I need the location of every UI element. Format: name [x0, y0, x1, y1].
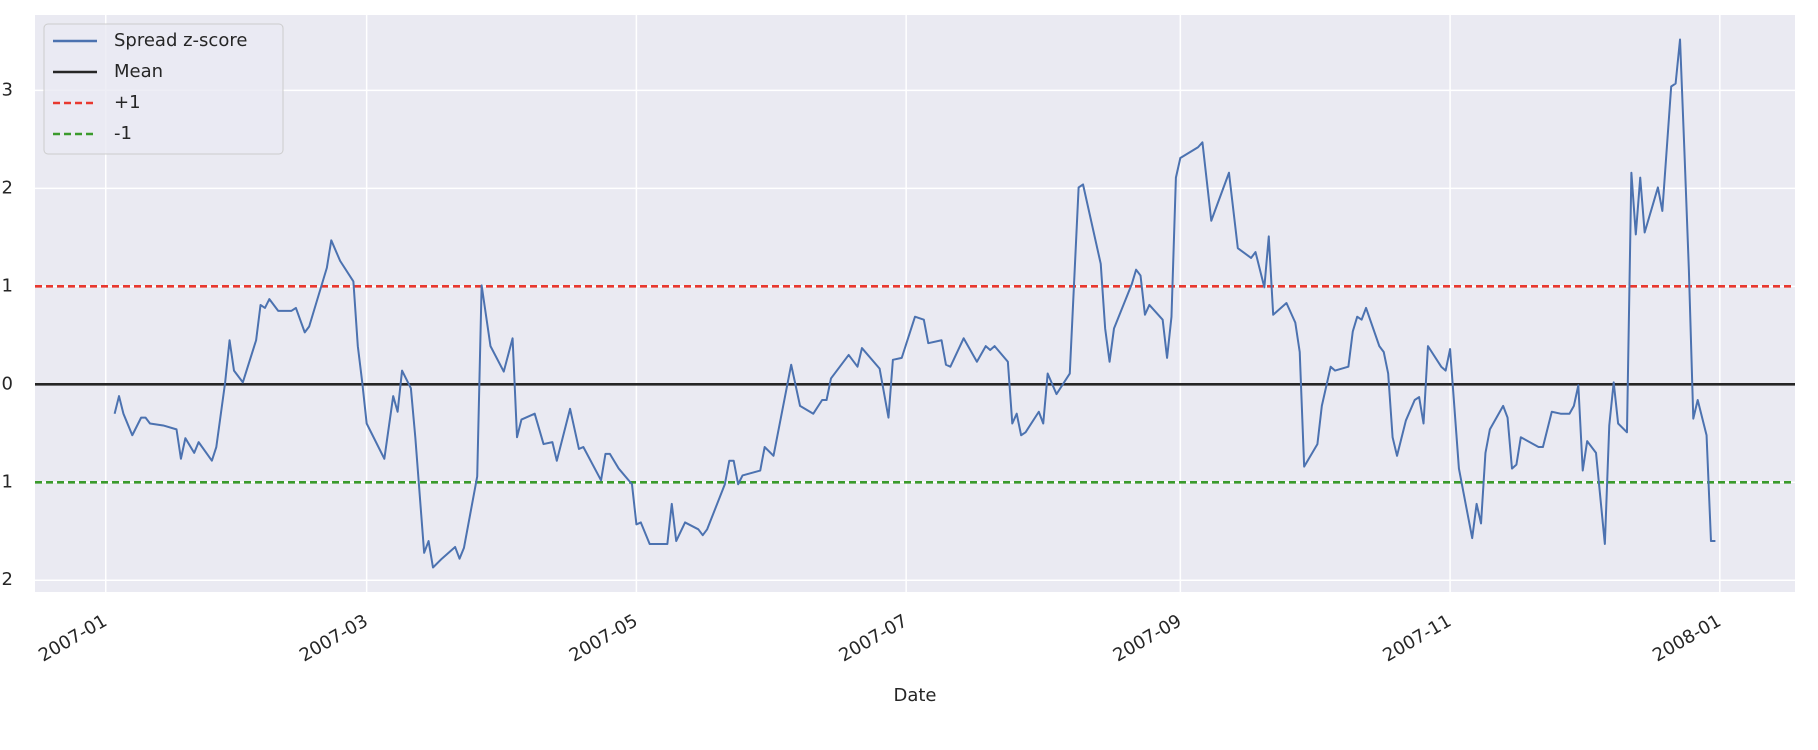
- x-tick-label: 2007-01: [35, 610, 111, 666]
- x-tick-label: 2007-09: [1110, 610, 1186, 666]
- x-tick-label: 2007-07: [836, 610, 912, 666]
- x-axis-label: Date: [893, 685, 936, 706]
- legend-box: [43, 23, 284, 155]
- data-line: [113, 38, 1716, 569]
- x-tick-label: 2008-01: [1649, 610, 1725, 666]
- legend-label: +1: [114, 92, 141, 113]
- y-tick-label: −1: [0, 471, 13, 492]
- y-tick-label: 1: [2, 275, 13, 296]
- legend-label: Spread z-score: [114, 30, 247, 51]
- legend-label: -1: [114, 123, 132, 144]
- x-tick-label: 2007-05: [566, 610, 642, 666]
- y-tick-label: 0: [2, 373, 13, 394]
- legend-label: Mean: [114, 61, 163, 82]
- y-tick-label: 3: [2, 79, 13, 100]
- x-tick-label: 2007-11: [1379, 610, 1455, 666]
- x-tick-label: 2007-03: [296, 610, 372, 666]
- y-tick-label: 2: [2, 177, 13, 198]
- plot-background: [35, 15, 1795, 592]
- y-tick-label: −2: [0, 569, 13, 590]
- legend: Spread z-score Mean +1 -1: [43, 23, 284, 155]
